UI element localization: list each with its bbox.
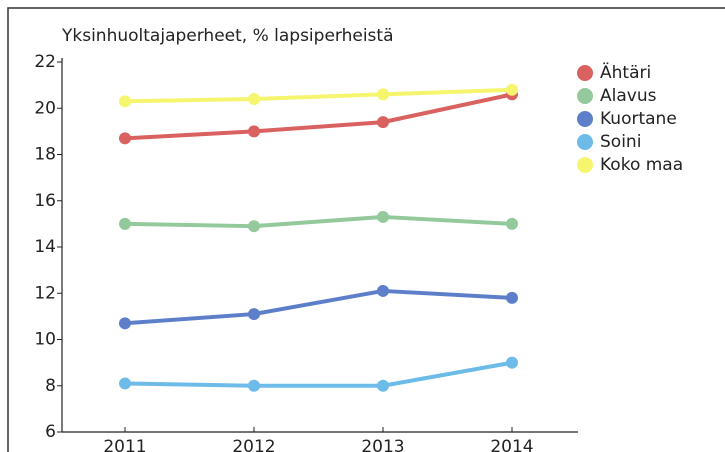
data-point bbox=[377, 210, 389, 223]
series-line bbox=[124, 288, 513, 326]
y-tick-label: 10 bbox=[34, 330, 56, 350]
legend-label: Koko maa bbox=[600, 155, 683, 175]
x-tick-label: 2012 bbox=[232, 437, 275, 452]
series-line bbox=[124, 87, 513, 104]
x-tick-label: 2011 bbox=[103, 437, 146, 452]
data-point bbox=[377, 284, 389, 297]
data-point bbox=[377, 379, 389, 392]
data-point bbox=[377, 88, 389, 101]
legend-label: Kuortane bbox=[600, 109, 677, 129]
data-point bbox=[248, 308, 260, 321]
series-line bbox=[124, 214, 513, 229]
data-point bbox=[119, 317, 131, 330]
y-tick-label: 20 bbox=[34, 98, 56, 118]
y-tick-label: 8 bbox=[45, 376, 56, 396]
frame bbox=[7, 7, 725, 452]
data-point bbox=[248, 93, 260, 105]
legend-marker bbox=[577, 88, 593, 104]
y-tick-label: 22 bbox=[34, 52, 56, 72]
data-point bbox=[119, 377, 131, 390]
legend-label: Alavus bbox=[600, 86, 657, 106]
series-line bbox=[124, 360, 513, 388]
y-tick-label: 12 bbox=[34, 283, 56, 303]
data-point bbox=[248, 220, 260, 233]
data-point bbox=[119, 217, 131, 230]
y-tick-label: 16 bbox=[34, 191, 56, 211]
y-tick-label: 14 bbox=[34, 237, 56, 257]
data-point bbox=[506, 291, 518, 304]
data-point bbox=[248, 125, 260, 138]
data-point bbox=[506, 83, 518, 96]
x-tick-label: 2014 bbox=[490, 437, 533, 452]
data-point bbox=[248, 379, 260, 392]
data-point bbox=[119, 132, 131, 145]
data-point bbox=[377, 116, 389, 129]
y-tick-label: 6 bbox=[45, 422, 56, 442]
x-tick-label: 2013 bbox=[361, 437, 404, 452]
data-point bbox=[506, 356, 518, 369]
legend-marker bbox=[577, 111, 593, 127]
data-point bbox=[506, 217, 518, 230]
legend-label: Soini bbox=[600, 132, 641, 152]
chart-title: Yksinhuoltajaperheet, % lapsiperheistä bbox=[61, 26, 394, 46]
y-tick-label: 18 bbox=[34, 145, 56, 165]
series-line bbox=[124, 92, 513, 141]
legend-marker bbox=[577, 65, 593, 81]
legend-label: Ähtäri bbox=[600, 62, 651, 83]
legend-marker bbox=[577, 157, 593, 173]
legend-marker bbox=[577, 134, 593, 150]
data-point bbox=[119, 95, 131, 108]
